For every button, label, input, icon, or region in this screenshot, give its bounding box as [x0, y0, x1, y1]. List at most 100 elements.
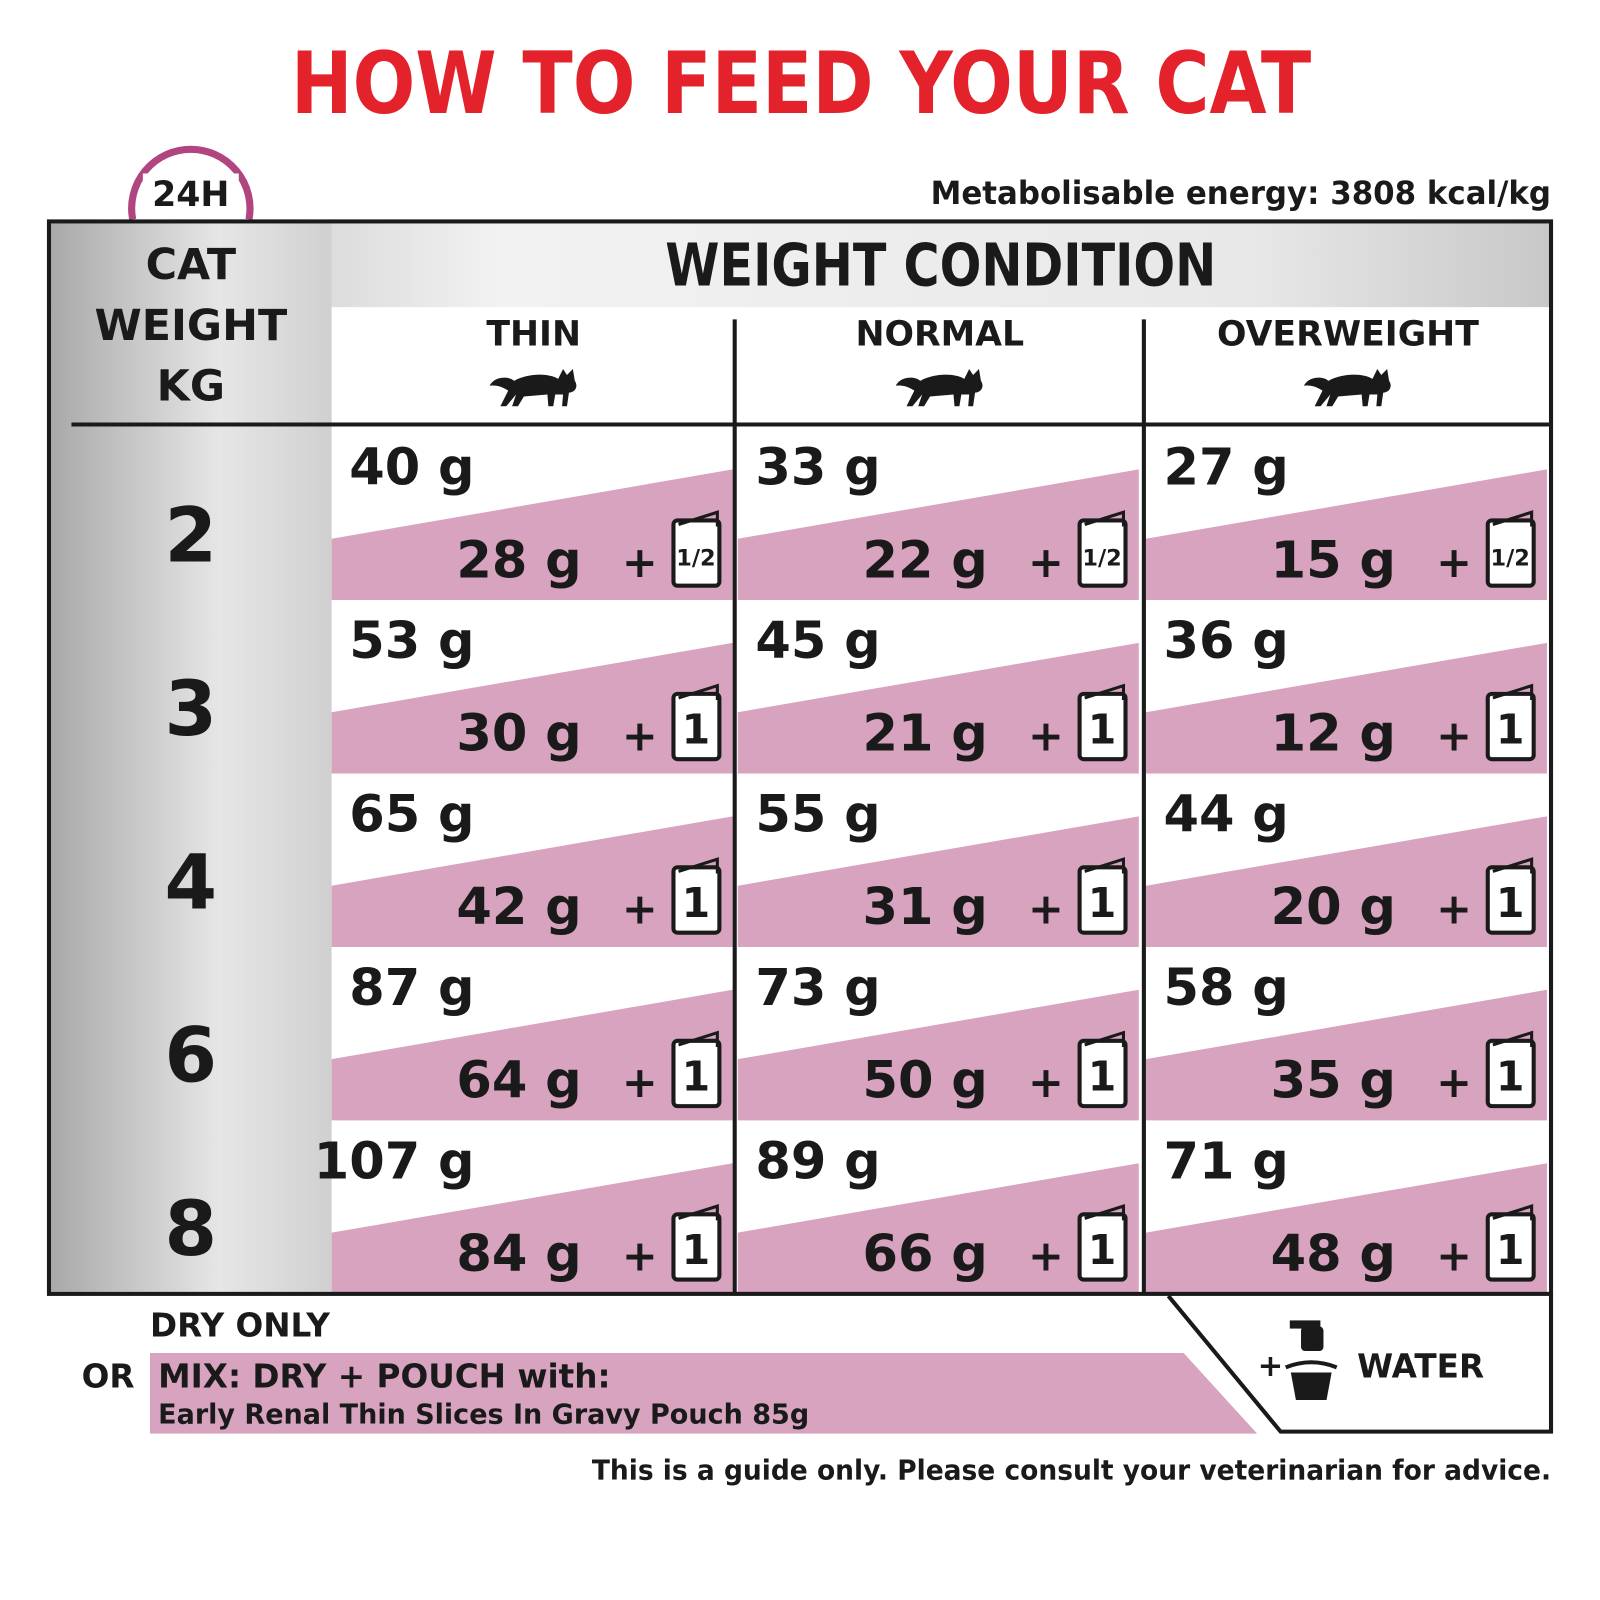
mix-amount: 21 g: [862, 705, 987, 764]
table-border: [46, 219, 1554, 1296]
mix-amount: 42 g: [456, 878, 581, 937]
dry-amount: 36 g: [1163, 612, 1288, 671]
pouch-top: [678, 1030, 719, 1047]
plus-sign: +: [1436, 538, 1472, 588]
dry-amount: 58 g: [1163, 959, 1288, 1018]
plus-sign: +: [622, 1232, 658, 1282]
weight-label: 4: [165, 838, 218, 926]
mix-amount: 15 g: [1271, 531, 1396, 590]
pouch-amount: 1: [1496, 879, 1524, 927]
clock-badge: 24H: [128, 145, 254, 221]
feeding-cell: 73 g 50 g +1: [737, 959, 1139, 1121]
dry-amount: 33 g: [755, 438, 880, 497]
pouch-top: [1084, 683, 1125, 700]
corner-label: WEIGHT: [94, 301, 287, 351]
feeding-cell: 36 g 12 g +1: [1145, 612, 1547, 774]
dry-only: DRY ONLY: [150, 1307, 330, 1345]
plus-sign: +: [622, 885, 658, 935]
water-plus: +: [1258, 1349, 1284, 1384]
feeding-cell: 33 g 22 g +1/2: [737, 438, 1139, 600]
mix-band: [150, 1353, 1258, 1434]
feeding-cell: 107 g 84 g +1: [314, 1132, 733, 1294]
pouch-top: [1492, 683, 1534, 700]
mix-band: [331, 1163, 733, 1294]
pouch-top: [1492, 1030, 1534, 1047]
footer-note: This is a guide only. Please consult you…: [592, 1454, 1551, 1486]
plus-sign: +: [1028, 538, 1064, 588]
weight-label: 3: [165, 665, 218, 753]
mix-amount: 30 g: [456, 705, 581, 764]
plus-sign: +: [1028, 1232, 1064, 1282]
feeding-cell: 87 g 64 g +1: [331, 959, 733, 1121]
mix-amount: 22 g: [862, 531, 987, 590]
mix-amount: 48 g: [1271, 1225, 1396, 1284]
weight-column-bg: [51, 223, 332, 1292]
plus-sign: +: [622, 538, 658, 588]
title: HOW TO FEED YOUR CAT: [291, 34, 1311, 134]
water-icon: [1284, 1320, 1338, 1400]
dry-amount: 89 g: [755, 1132, 880, 1191]
pouch-top: [1084, 510, 1125, 527]
mix-band: [1145, 469, 1547, 600]
pouch-amount: 1: [682, 1226, 710, 1274]
pouch-amount: 1: [682, 706, 710, 754]
dry-amount: 65 g: [349, 785, 474, 844]
pouch-amount: 1/2: [1082, 546, 1121, 572]
feeding-cell: 65 g 42 g +1: [331, 785, 733, 947]
feeding-cell: 40 g 28 g +1/2: [331, 438, 733, 600]
dry-amount: 87 g: [349, 959, 474, 1018]
corner-label: KG: [157, 361, 225, 411]
pouch-amount: 1: [1496, 1053, 1524, 1101]
mix-band: [737, 816, 1139, 947]
feeding-cell: 45 g 21 g +1: [737, 612, 1139, 774]
plus-sign: +: [1028, 885, 1064, 935]
plus-sign: +: [1436, 885, 1472, 935]
pouch-amount: 1: [1088, 879, 1116, 927]
pouch-amount: 1: [1496, 706, 1524, 754]
plus-sign: +: [622, 711, 658, 761]
pouch-top: [1492, 1204, 1534, 1221]
dry-amount: 40 g: [349, 438, 474, 497]
mix-band: [1145, 642, 1547, 774]
pouch-top: [1492, 857, 1534, 874]
dry-amount: 71 g: [1163, 1132, 1288, 1191]
plus-sign: +: [1436, 1232, 1472, 1282]
mix-band: [1145, 989, 1547, 1121]
energy-note: Metabolisable energy: 3808 kcal/kg: [931, 176, 1551, 212]
pouch-top: [678, 857, 719, 874]
dry-amount: 44 g: [1163, 785, 1288, 844]
mix-amount: 35 g: [1271, 1052, 1396, 1111]
feeding-table: CAT WEIGHT KG WEIGHT CONDITION THIN NORMA…: [46, 219, 1554, 1296]
dry-amount: 27 g: [1163, 438, 1288, 497]
or-label: OR: [82, 1358, 135, 1396]
pouch-amount: 1/2: [676, 546, 715, 572]
feeding-cell: 53 g 30 g +1: [331, 612, 733, 774]
feeding-cell: 44 g 20 g +1: [1145, 785, 1547, 947]
pouch-top: [1084, 857, 1125, 874]
dry-amount: 55 g: [755, 785, 880, 844]
pouch-amount: 1: [1088, 1053, 1116, 1101]
mix-band: [331, 642, 733, 774]
pouch-amount: 1: [1088, 706, 1116, 754]
mix-label: MIX: DRY + POUCH with:: [158, 1358, 610, 1396]
plus-sign: +: [1028, 1058, 1064, 1108]
mix-band: [737, 989, 1139, 1121]
mix-amount: 12 g: [1271, 705, 1396, 764]
feeding-cell: 27 g 15 g +1/2: [1145, 438, 1547, 600]
mix-band: [331, 816, 733, 947]
pouch-name: Early Renal Thin Slices In Gravy Pouch 8…: [158, 1398, 809, 1430]
pouch-top: [1084, 1204, 1125, 1221]
dry-amount: 53 g: [349, 612, 474, 671]
feeding-cell: 89 g 66 g +1: [737, 1132, 1139, 1294]
plus-sign: +: [1028, 711, 1064, 761]
column-header: OVERWEIGHT: [1217, 315, 1479, 355]
pouch-top: [1084, 1030, 1125, 1047]
mix-band: [1145, 1163, 1547, 1294]
plus-sign: +: [622, 1058, 658, 1108]
dry-amount: 73 g: [755, 959, 880, 1018]
pouch-top: [1492, 510, 1534, 527]
pouch-top: [678, 1204, 719, 1221]
mix-band: [331, 989, 733, 1121]
mix-band: [1145, 816, 1547, 947]
